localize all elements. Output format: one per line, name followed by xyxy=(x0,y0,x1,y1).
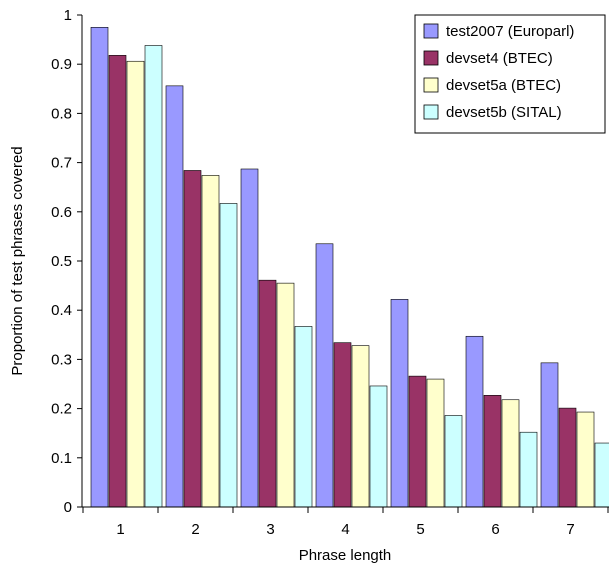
y-tick-label: 0.4 xyxy=(51,302,72,319)
legend-swatch xyxy=(423,77,439,93)
bar-4-6 xyxy=(519,431,538,508)
x-tick-label: 6 xyxy=(491,521,499,538)
bar-2-2 xyxy=(183,170,202,508)
legend-swatch xyxy=(423,104,439,120)
legend-swatch xyxy=(423,23,439,39)
legend-box xyxy=(414,14,606,134)
y-ticks: 0 0.1 0.2 0.3 0.4 0.5 0.6 0.7 0.8 0.9 1 xyxy=(51,7,82,516)
x-tick-label: 2 xyxy=(191,521,199,538)
legend-label: test2007 (Europarl) xyxy=(446,23,574,40)
x-tick-label: 5 xyxy=(416,521,424,538)
bar-4-7 xyxy=(594,442,609,508)
bar-2-4 xyxy=(333,342,352,508)
bar-4-2 xyxy=(219,203,238,508)
bar-3-3 xyxy=(276,282,295,508)
x-tick-label: 3 xyxy=(266,521,274,538)
bar-3-1 xyxy=(126,60,145,508)
bar-3-2 xyxy=(201,175,220,508)
y-axis-title: Proportion of test phrases covered xyxy=(9,146,26,375)
bar-1-1 xyxy=(90,26,109,508)
legend-label: devset5b (SITAL) xyxy=(446,104,562,121)
y-tick-label: 0.3 xyxy=(51,351,72,368)
y-tick-label: 1 xyxy=(64,7,72,24)
legend-label: devset4 (BTEC) xyxy=(446,50,553,67)
y-tick-label: 0.7 xyxy=(51,155,72,172)
bar-1-7 xyxy=(540,362,559,508)
bar-4-3 xyxy=(294,326,313,508)
bar-2-6 xyxy=(483,395,502,508)
bar-4-5 xyxy=(444,415,463,508)
bar-1-4 xyxy=(315,243,334,508)
bars-layer xyxy=(90,26,609,508)
bar-4-1 xyxy=(144,45,163,508)
legend-label: devset5a (BTEC) xyxy=(446,77,561,94)
y-tick-label: 0.6 xyxy=(51,204,72,221)
y-tick-label: 0.1 xyxy=(51,450,72,467)
bar-3-5 xyxy=(426,378,445,508)
x-axis-title: Phrase length xyxy=(299,547,392,564)
legend-items: test2007 (Europarl) devset4 (BTEC) devset5… xyxy=(423,23,574,121)
bar-3-7 xyxy=(576,411,595,508)
legend: test2007 (Europarl) devset4 (BTEC) devset5… xyxy=(414,14,606,134)
bar-3-4 xyxy=(351,345,370,508)
bar-4-4 xyxy=(369,385,388,508)
bar-1-6 xyxy=(465,335,484,508)
bar-3-6 xyxy=(501,399,520,508)
bar-1-2 xyxy=(165,85,184,508)
bar-2-3 xyxy=(258,279,277,508)
y-tick-label: 0.2 xyxy=(51,401,72,418)
y-tick-label: 0.9 xyxy=(51,56,72,73)
y-tick-label: 0.5 xyxy=(51,253,72,270)
x-tick-label: 7 xyxy=(566,521,574,538)
x-tick-label: 1 xyxy=(116,521,124,538)
bar-2-5 xyxy=(408,375,427,508)
x-tick-label: 4 xyxy=(341,521,349,538)
bar-1-3 xyxy=(240,168,259,508)
x-ticks: 1 2 3 4 5 6 7 xyxy=(82,507,609,538)
bar-1-5 xyxy=(390,299,409,508)
legend-swatch xyxy=(423,50,439,66)
y-tick-label: 0.8 xyxy=(51,105,72,122)
bar-2-1 xyxy=(108,55,127,508)
y-tick-label: 0 xyxy=(64,499,72,516)
bar-2-7 xyxy=(558,407,577,508)
